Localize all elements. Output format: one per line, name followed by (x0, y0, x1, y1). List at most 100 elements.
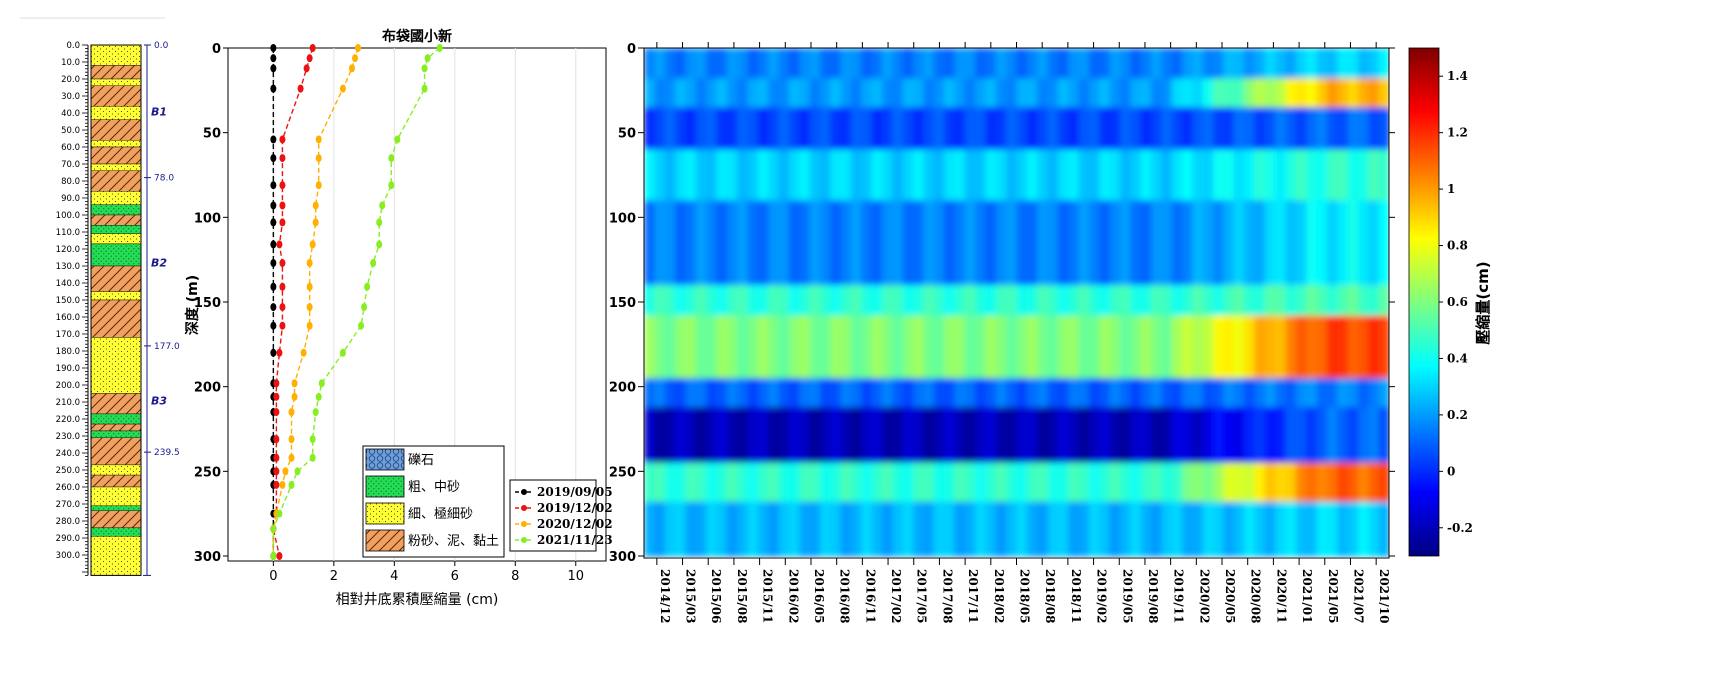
heatmap-cell (1140, 315, 1153, 380)
heatmap-cell (1109, 315, 1121, 380)
heatmap-cell (1347, 501, 1359, 557)
heatmap-cell (995, 149, 1008, 202)
heatmap-cell (778, 378, 790, 408)
heatmap-cell (664, 200, 677, 287)
heatmap-cell (819, 78, 832, 109)
heatmap-cell (1202, 200, 1215, 287)
heatmap-cell (685, 315, 697, 380)
heatmap-cell (654, 378, 666, 408)
heatmap-cell (1151, 462, 1163, 503)
series-point (279, 480, 286, 489)
heatmap-cell (964, 315, 977, 380)
heatmap-cell (1088, 107, 1101, 151)
heatmap-cell (1140, 149, 1153, 202)
heatmap-cell (1326, 200, 1339, 287)
heatmap-cell (1223, 107, 1235, 151)
heatmap-cell (644, 462, 656, 503)
heatmap-cell (933, 462, 946, 503)
heatmap-cell (737, 107, 749, 151)
heatmap-y-tick-label: 300 (609, 550, 636, 565)
heatmap-cell (840, 149, 852, 202)
series-point (282, 467, 289, 476)
heatmap-cell (1316, 378, 1328, 408)
heatmap-cell (1244, 285, 1256, 317)
series-legend-marker (521, 505, 527, 511)
heatmap-cell (975, 378, 987, 408)
heatmap-cell (706, 501, 718, 557)
heatmap-cell (1182, 462, 1194, 503)
borehole-depth-tick-label: 10.0 (61, 58, 80, 68)
heatmap-cell (892, 285, 904, 317)
borehole-layer-clay (90, 85, 142, 107)
heatmap-cell (1244, 78, 1256, 109)
heatmap-cell (933, 107, 946, 151)
heatmap-cell (747, 462, 759, 503)
heatmap-cell (902, 149, 915, 202)
heatmap-cell (1306, 107, 1318, 151)
series-legend-label: 2019/12/02 (537, 501, 613, 515)
heatmap-cell (1264, 149, 1277, 202)
series-point (270, 321, 277, 330)
boundary-depth-label: 177.0 (154, 342, 180, 352)
heatmap-x-tick-label: 2020/05 (1223, 569, 1237, 623)
heatmap-cell (985, 462, 997, 503)
heatmap-cell (1171, 78, 1184, 109)
heatmap-cell (1295, 48, 1308, 80)
borehole-depth-tick-label: 130.0 (56, 262, 80, 272)
heatmap-cell (954, 462, 966, 503)
heatmap-cell (1068, 78, 1080, 109)
heatmap-cell (881, 78, 894, 109)
heatmap-cell (737, 406, 749, 464)
heatmap-cell (1099, 200, 1111, 287)
borehole-layer-coarse (90, 527, 142, 537)
heatmap-cell (1378, 462, 1389, 503)
heatmap-cell (1057, 149, 1070, 202)
heatmap-cell (799, 285, 811, 317)
heatmap-cell (871, 406, 883, 464)
heatmap-cell (1026, 501, 1039, 557)
heatmap-x-tick-label: 2018/02 (992, 569, 1006, 623)
heatmap-cell (1347, 200, 1359, 287)
heatmap-cell (913, 107, 925, 151)
heatmap-cell (913, 149, 925, 202)
heatmap-cell (768, 149, 780, 202)
heatmap-cell (747, 406, 759, 464)
heatmap-cell (778, 406, 790, 464)
heatmap-cell (1233, 501, 1246, 557)
heatmap-cell (1140, 462, 1153, 503)
heatmap-cell (726, 406, 739, 464)
profile-y-tick-label: 0 (212, 42, 221, 57)
borehole-depth-tick-label: 280.0 (56, 517, 80, 527)
heatmap-cell (1233, 107, 1246, 151)
heatmap-cell (1006, 462, 1018, 503)
heatmap-cell (1337, 48, 1349, 80)
heatmap-cell (1264, 200, 1277, 287)
series-point (394, 135, 401, 144)
borehole-log: 0.0 10.0 20.0 30.0 40.0 50.0 60.0 70.0 80.0 90.0 1… (56, 41, 180, 576)
heatmap-cell (830, 78, 842, 109)
heatmap-cell (788, 149, 801, 202)
heatmap-cell (995, 200, 1008, 287)
heatmap-cell (685, 378, 697, 408)
borehole-layer-coarse (90, 430, 142, 438)
heatmap-cell (1171, 149, 1184, 202)
heatmap-cell (892, 315, 904, 380)
heatmap-cell (1130, 285, 1142, 317)
heatmap-cell (944, 378, 956, 408)
series-point (279, 181, 286, 190)
heatmap-cell (1264, 501, 1277, 557)
heatmap-cell (840, 315, 852, 380)
heatmap-cell (675, 462, 687, 503)
heatmap-cell (1037, 378, 1049, 408)
heatmap-cell (778, 200, 790, 287)
heatmap-cell (1264, 107, 1277, 151)
heatmap-cell (799, 501, 811, 557)
heatmap-cell (1347, 48, 1359, 80)
heatmap-cell (1088, 501, 1101, 557)
heatmap-cell (768, 200, 780, 287)
heatmap-cell (1202, 78, 1215, 109)
series-point (291, 392, 298, 401)
heatmap-cell (819, 406, 832, 464)
series-point (279, 303, 286, 312)
heatmap-cell (964, 378, 977, 408)
